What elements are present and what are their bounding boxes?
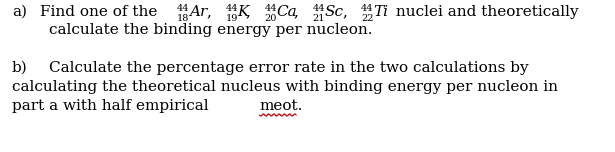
Text: ,: , bbox=[295, 5, 303, 19]
Text: Ca: Ca bbox=[276, 5, 297, 19]
Text: a): a) bbox=[12, 5, 27, 19]
Text: ,: , bbox=[207, 5, 215, 19]
Text: 44: 44 bbox=[361, 4, 374, 13]
Text: K: K bbox=[237, 5, 248, 19]
Text: 19: 19 bbox=[225, 14, 238, 23]
Text: 20: 20 bbox=[264, 14, 277, 23]
Text: Sc: Sc bbox=[325, 5, 344, 19]
Text: ,: , bbox=[246, 5, 254, 19]
Text: calculating the theoretical nucleus with binding energy per nucleon in: calculating the theoretical nucleus with… bbox=[12, 80, 558, 94]
Text: 44: 44 bbox=[177, 4, 189, 13]
Text: Calculate the percentage error rate in the two calculations by: Calculate the percentage error rate in t… bbox=[49, 61, 528, 75]
Text: 21: 21 bbox=[313, 14, 325, 23]
Text: part a with half empirical: part a with half empirical bbox=[12, 99, 213, 113]
Text: Ti: Ti bbox=[373, 5, 388, 19]
Text: b): b) bbox=[12, 61, 28, 75]
Text: calculate the binding energy per nucleon.: calculate the binding energy per nucleon… bbox=[49, 23, 372, 37]
Text: 44: 44 bbox=[264, 4, 277, 13]
Text: 18: 18 bbox=[177, 14, 189, 23]
Text: ,: , bbox=[343, 5, 351, 19]
Text: nuclei and theoretically: nuclei and theoretically bbox=[391, 5, 579, 19]
Text: meot.: meot. bbox=[260, 99, 303, 113]
Text: 44: 44 bbox=[313, 4, 325, 13]
Text: 44: 44 bbox=[225, 4, 238, 13]
Text: Find one of the: Find one of the bbox=[39, 5, 157, 19]
Text: Ar: Ar bbox=[189, 5, 207, 19]
Text: 22: 22 bbox=[361, 14, 374, 23]
